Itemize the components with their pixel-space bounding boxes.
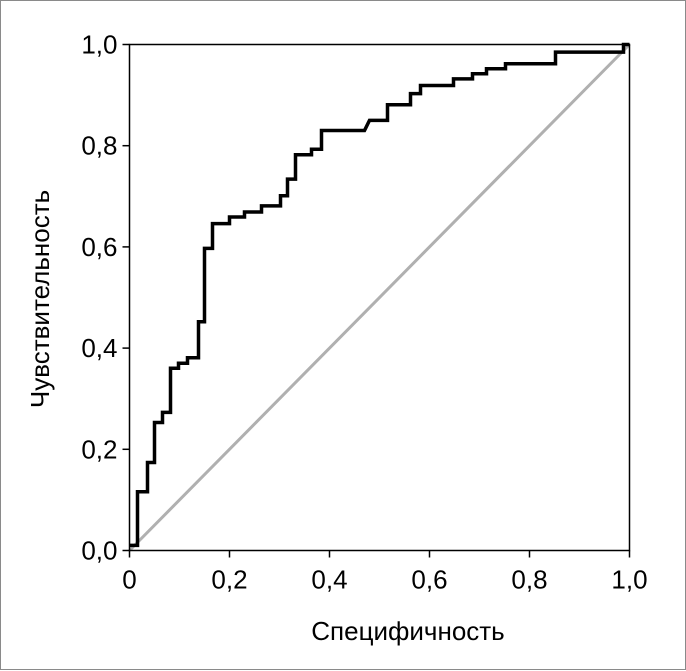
y-tick-label: 0,8 [81,131,117,161]
plot-marks [128,42,631,552]
x-tick-label: 0,2 [211,565,247,595]
x-tick-label: 0,8 [511,565,547,595]
x-axis-ticks: 0 0,2 0,4 0,6 0,8 1,0 [122,550,648,595]
x-tick-label: 0,4 [311,565,347,595]
x-tick-label: 1,0 [611,565,647,595]
y-tick-label: 0,2 [81,434,117,464]
plot-frame [128,43,631,552]
x-tick-label: 0,6 [411,565,447,595]
y-axis-title: Чувствительность [25,190,55,408]
y-axis-ticks: 0,0 0,2 0,4 0,6 0,8 1,0 [81,30,130,566]
y-tick-label: 0,6 [81,232,117,262]
roc-curve-line [129,42,630,548]
y-tick-label: 1,0 [81,30,117,60]
x-tick-label: 0 [122,565,136,595]
y-tick-label: 0,4 [81,333,117,363]
y-tick-label: 0,0 [81,536,117,566]
reference-diagonal-line [128,43,631,552]
x-axis-title: Специфичность [311,616,504,646]
